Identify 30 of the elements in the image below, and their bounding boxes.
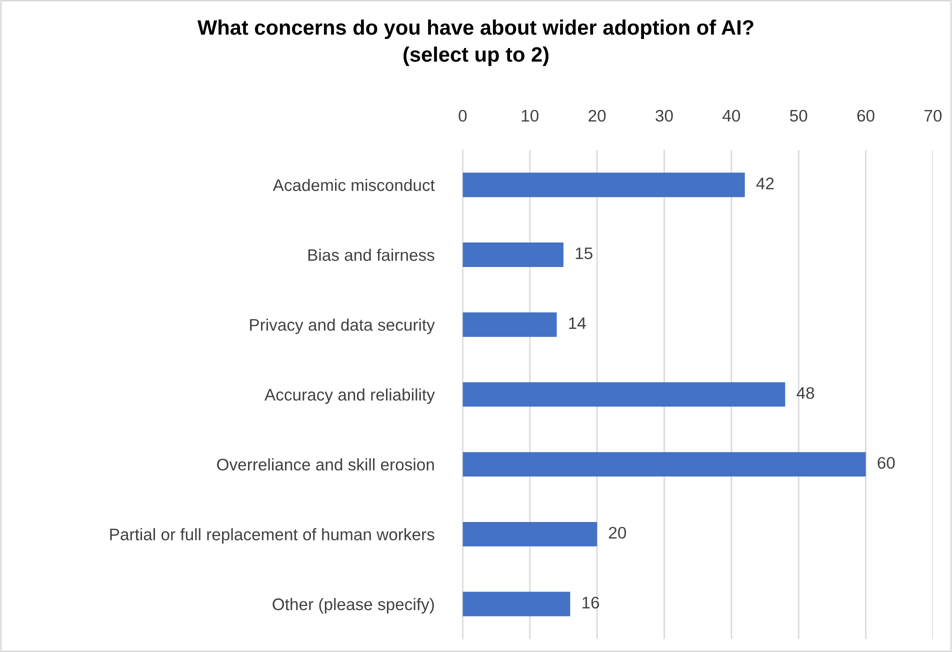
y-tick-label: Accuracy and reliability: [264, 388, 435, 404]
x-tick-label: 70: [924, 110, 942, 122]
data-label: 60: [878, 456, 895, 469]
bar: [462, 452, 866, 477]
x-tick-label: 0: [458, 110, 467, 122]
data-label: 14: [569, 317, 586, 329]
y-tick-label: Overreliance and skill erosion: [217, 458, 434, 471]
bar: [462, 522, 598, 546]
y-tick-label: Privacy and data security: [250, 318, 435, 334]
x-tick-label: 30: [656, 110, 673, 122]
x-tick-label: 10: [522, 110, 538, 122]
chart-title: What concerns do you have about wider adoption of AI? (select up to 2): [197, 20, 754, 66]
x-tick-label: 50: [790, 110, 808, 122]
y-tick-label: Other (please specify): [272, 598, 434, 614]
y-tick-label: Bias and fairness: [308, 248, 434, 261]
data-label: 20: [608, 526, 626, 539]
bar: [462, 382, 786, 407]
y-tick-label: Academic misconduct: [272, 178, 435, 192]
x-tick-label: 60: [857, 110, 874, 122]
data-label: 42: [756, 178, 774, 190]
bar: [462, 242, 564, 267]
bar: [462, 312, 557, 337]
data-label: 48: [796, 387, 814, 399]
bar: [462, 172, 745, 198]
data-label: 16: [582, 596, 600, 609]
bar: [462, 592, 570, 616]
data-label: 15: [576, 248, 592, 260]
y-tick-label: Partial or full replacement of human workers: [110, 528, 434, 544]
x-tick-label: 40: [722, 110, 740, 122]
x-tick-label: 20: [588, 110, 606, 122]
